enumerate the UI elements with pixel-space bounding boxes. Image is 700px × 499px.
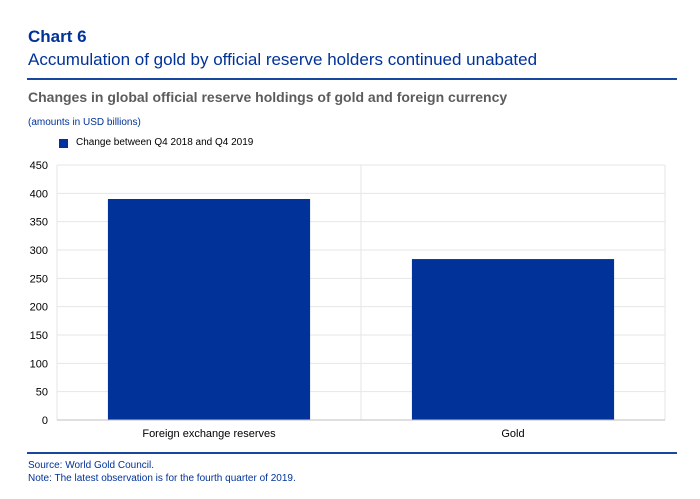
source-note: Source: World Gold Council. (28, 460, 154, 471)
chart-subtitle: Changes in global official reserve holdi… (28, 89, 508, 105)
y-tick-label: 50 (36, 387, 48, 399)
x-tick-label: Gold (501, 428, 524, 440)
title-divider (27, 78, 677, 80)
footnote: Note: The latest observation is for the … (28, 473, 296, 484)
y-tick-label: 400 (30, 188, 48, 200)
x-tick-label: Foreign exchange reserves (142, 428, 276, 440)
bar-gold (411, 259, 615, 420)
y-tick-label: 150 (30, 330, 48, 342)
y-tick-label: 450 (30, 160, 48, 172)
y-tick-label: 100 (30, 358, 48, 370)
y-tick-label: 200 (30, 302, 48, 314)
chart-title: Accumulation of gold by official reserve… (28, 50, 538, 69)
chart-units: (amounts in USD billions) (28, 117, 141, 128)
bar-foreign-exchange-reserves (107, 199, 311, 420)
y-tick-label: 0 (42, 415, 48, 427)
legend-label: Change between Q4 2018 and Q4 2019 (76, 137, 254, 148)
legend-swatch (59, 139, 68, 148)
footer-divider (27, 452, 677, 454)
y-tick-label: 250 (30, 273, 48, 285)
chart-label: Chart 6 (28, 27, 87, 46)
y-tick-label: 350 (30, 217, 48, 229)
y-tick-label: 300 (30, 245, 48, 257)
